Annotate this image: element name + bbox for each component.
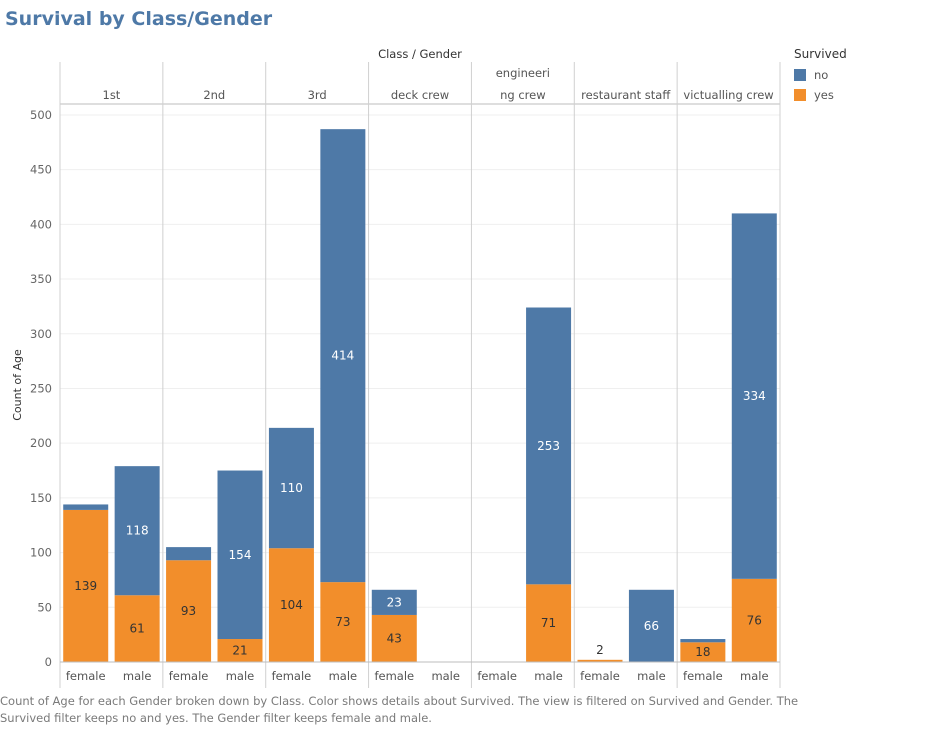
x-tick-label: female <box>683 669 723 683</box>
bar-label-yes: 21 <box>232 644 247 658</box>
bar-yes <box>114 595 160 662</box>
x-tick-label: male <box>637 669 666 683</box>
class-header: engineeri <box>496 66 550 80</box>
x-tick-label: male <box>123 669 152 683</box>
bar-yes <box>731 578 777 662</box>
class-header: ng crew <box>500 88 546 102</box>
class-header: 2nd <box>203 88 225 102</box>
y-tick-label: 250 <box>30 381 52 395</box>
x-tick-label: male <box>740 669 769 683</box>
bar-label-no: 253 <box>537 439 560 453</box>
bar-no <box>320 129 366 583</box>
x-tick-label: female <box>169 669 209 683</box>
legend-item-no[interactable]: no <box>794 65 847 85</box>
x-tick-label: female <box>272 669 312 683</box>
x-tick-label: female <box>580 669 620 683</box>
x-tick-label: male <box>329 669 358 683</box>
bar-no <box>371 589 417 615</box>
legend-item-yes[interactable]: yes <box>794 85 847 105</box>
class-header: deck crew <box>391 88 449 102</box>
y-axis-label: Count of Age <box>11 349 24 421</box>
column-header-title: Class / Gender <box>378 47 462 61</box>
bar-label-no: 154 <box>229 548 252 562</box>
bar-label-no: 118 <box>126 524 149 538</box>
legend-label-no: no <box>814 68 829 82</box>
bar-label-yes: 139 <box>74 579 97 593</box>
bar-no <box>63 504 109 510</box>
y-tick-label: 500 <box>30 108 52 122</box>
bar-label-yes: 43 <box>387 631 402 645</box>
bar-yes <box>526 584 572 662</box>
y-tick-label: 350 <box>30 272 52 286</box>
bar-label-yes: 18 <box>695 645 710 659</box>
class-header: 3rd <box>308 88 327 102</box>
bar-yes <box>680 642 726 662</box>
y-tick-label: 150 <box>30 491 52 505</box>
class-header: victualling crew <box>683 88 773 102</box>
bar-no <box>268 427 314 549</box>
bar-label-yes: 104 <box>280 598 303 612</box>
bar-yes <box>166 560 212 662</box>
bar-no <box>217 470 263 640</box>
bar-no <box>628 589 674 662</box>
bar-yes <box>320 582 366 662</box>
y-tick-label: 300 <box>30 327 52 341</box>
x-tick-label: male <box>534 669 563 683</box>
x-tick-label: female <box>66 669 106 683</box>
bar-yes <box>577 659 623 662</box>
legend-swatch-no <box>794 69 806 81</box>
y-tick-label: 400 <box>30 217 52 231</box>
y-tick-label: 200 <box>30 436 52 450</box>
bar-no <box>114 466 160 596</box>
bar-label-no: 110 <box>280 481 303 495</box>
bar-yes <box>63 509 109 662</box>
legend-title: Survived <box>794 47 847 61</box>
bar-yes <box>217 639 263 662</box>
x-tick-label: female <box>374 669 414 683</box>
bar-label-yes: 73 <box>335 615 350 629</box>
legend-label-yes: yes <box>814 88 834 102</box>
bar-label-yes: 2 <box>596 643 604 657</box>
y-tick-label: 450 <box>30 163 52 177</box>
bar-label-no: 414 <box>331 349 354 363</box>
bar-no <box>731 213 777 579</box>
bar-label-yes: 61 <box>130 622 145 636</box>
y-tick-label: 50 <box>37 600 52 614</box>
chart-caption: Count of Age for each Gender broken down… <box>0 694 799 725</box>
x-tick-label: female <box>477 669 517 683</box>
bar-label-yes: 93 <box>181 604 196 618</box>
bar-no <box>166 547 212 561</box>
bar-yes <box>268 548 314 662</box>
bar-label-no: 23 <box>387 595 402 609</box>
bar-no <box>680 639 726 643</box>
bar-yes <box>371 614 417 662</box>
class-header: 1st <box>103 88 121 102</box>
legend-swatch-yes <box>794 89 806 101</box>
legend: Survived no yes <box>794 47 847 105</box>
bar-label-yes: 76 <box>747 613 762 627</box>
x-tick-label: male <box>431 669 460 683</box>
chart-title: Survival by Class/Gender <box>5 8 273 30</box>
x-tick-label: male <box>226 669 255 683</box>
bar-no <box>526 307 572 585</box>
y-tick-label: 100 <box>30 546 52 560</box>
y-tick-label: 0 <box>45 655 52 669</box>
class-header: restaurant staff <box>581 88 671 102</box>
bar-label-no: 66 <box>644 619 659 633</box>
bar-label-yes: 71 <box>541 616 556 630</box>
bar-label-no: 334 <box>743 389 766 403</box>
